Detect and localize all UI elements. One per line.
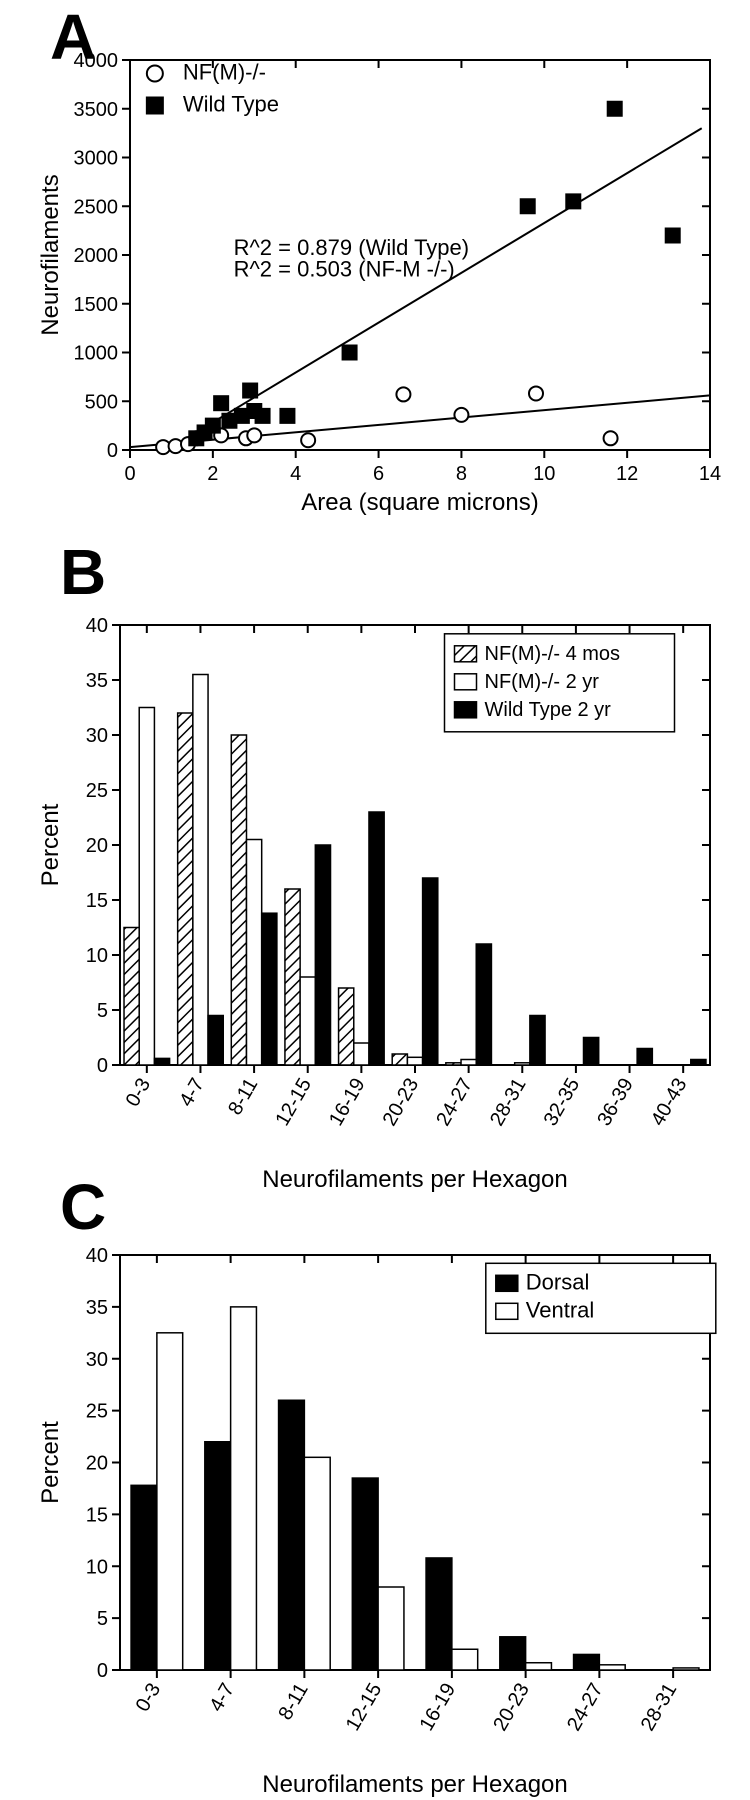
svg-text:35: 35 <box>86 670 108 692</box>
panel-c-label: C <box>60 1170 106 1244</box>
svg-text:0: 0 <box>107 440 118 462</box>
svg-text:NF(M)-/-: NF(M)-/- <box>183 60 266 85</box>
svg-text:5: 5 <box>97 1608 108 1630</box>
svg-text:Neurofilaments: Neurofilaments <box>37 174 64 335</box>
svg-text:25: 25 <box>86 780 108 802</box>
svg-text:20-23: 20-23 <box>379 1075 424 1130</box>
panel-b-label: B <box>60 535 106 609</box>
figure: A 05001000150020002500300035004000024681… <box>0 0 750 1800</box>
svg-text:16-19: 16-19 <box>416 1680 461 1735</box>
svg-text:2000: 2000 <box>74 245 119 267</box>
svg-text:25: 25 <box>86 1401 108 1423</box>
svg-text:0: 0 <box>97 1660 108 1682</box>
svg-text:8: 8 <box>456 463 467 485</box>
svg-text:16-19: 16-19 <box>325 1075 370 1130</box>
panel-c-chart: 0 5 10 15 20 25 30 35 40 0-3 4-7 8-11 12-15 16-19 20-2… <box>30 1245 730 1800</box>
svg-text:0: 0 <box>97 1055 108 1077</box>
svg-text:R^2 = 0.503 (NF-M -/-): R^2 = 0.503 (NF-M -/-) <box>234 256 455 281</box>
svg-text:4-7: 4-7 <box>205 1680 239 1716</box>
svg-text:10: 10 <box>86 1556 108 1578</box>
svg-text:8-11: 8-11 <box>274 1680 312 1724</box>
svg-text:40-43: 40-43 <box>647 1075 692 1130</box>
svg-text:28-31: 28-31 <box>486 1075 531 1130</box>
svg-text:500: 500 <box>85 391 118 413</box>
svg-text:28-31: 28-31 <box>637 1680 682 1735</box>
svg-text:4: 4 <box>290 463 301 485</box>
svg-text:1000: 1000 <box>74 343 119 365</box>
svg-text:NF(M)-/- 4 mos: NF(M)-/- 4 mos <box>485 643 621 665</box>
svg-text:Area (square microns): Area (square microns) <box>301 489 538 516</box>
svg-text:12: 12 <box>616 463 638 485</box>
svg-text:15: 15 <box>86 1504 108 1526</box>
panel-b-chart: 0 5 10 15 20 25 30 35 40 0-3 4-7 8-1112-1516-1920-2… <box>30 615 730 1195</box>
svg-text:Wild Type 2 yr: Wild Type 2 yr <box>485 699 612 721</box>
svg-text:14: 14 <box>699 463 721 485</box>
svg-text:Dorsal: Dorsal <box>526 1269 590 1294</box>
svg-text:1500: 1500 <box>74 294 119 316</box>
svg-text:12-15: 12-15 <box>271 1075 316 1130</box>
svg-text:24-27: 24-27 <box>432 1075 477 1130</box>
svg-text:8-11: 8-11 <box>224 1075 262 1119</box>
svg-text:5: 5 <box>97 1000 108 1022</box>
svg-text:10: 10 <box>86 945 108 967</box>
svg-text:Neurofilaments per Hexagon: Neurofilaments per Hexagon <box>262 1771 568 1798</box>
svg-text:Ventral: Ventral <box>526 1297 595 1322</box>
svg-text:4000: 4000 <box>74 50 119 72</box>
svg-text:NF(M)-/- 2 yr: NF(M)-/- 2 yr <box>485 671 600 693</box>
svg-text:20: 20 <box>86 1453 108 1475</box>
svg-text:6: 6 <box>373 463 384 485</box>
svg-text:20-23: 20-23 <box>489 1680 534 1735</box>
svg-text:32-35: 32-35 <box>540 1075 585 1130</box>
svg-text:0: 0 <box>124 463 135 485</box>
panel-a-chart: 0 500 1000 1500 2000 2500 3000 3500 4000 0 2 4 6 8 10 1… <box>30 50 730 520</box>
svg-text:35: 35 <box>86 1297 108 1319</box>
svg-text:3000: 3000 <box>74 148 119 170</box>
svg-text:Percent: Percent <box>37 803 64 886</box>
svg-text:30: 30 <box>86 1349 108 1371</box>
svg-text:Neurofilaments per Hexagon: Neurofilaments per Hexagon <box>262 1166 568 1193</box>
svg-text:10: 10 <box>533 463 555 485</box>
svg-text:20: 20 <box>86 835 108 857</box>
svg-text:40: 40 <box>86 615 108 637</box>
svg-text:0-3: 0-3 <box>122 1075 156 1111</box>
svg-text:2500: 2500 <box>74 196 119 218</box>
svg-text:36-39: 36-39 <box>593 1075 638 1130</box>
svg-text:4-7: 4-7 <box>175 1075 209 1111</box>
svg-text:2: 2 <box>207 463 218 485</box>
svg-text:3500: 3500 <box>74 99 119 121</box>
svg-text:Percent: Percent <box>37 1421 64 1504</box>
svg-text:15: 15 <box>86 890 108 912</box>
svg-text:30: 30 <box>86 725 108 747</box>
svg-text:12-15: 12-15 <box>342 1680 387 1735</box>
svg-text:24-27: 24-27 <box>563 1680 608 1735</box>
svg-text:Wild Type: Wild Type <box>183 92 279 117</box>
svg-text:40: 40 <box>86 1245 108 1267</box>
svg-text:0-3: 0-3 <box>132 1680 166 1716</box>
